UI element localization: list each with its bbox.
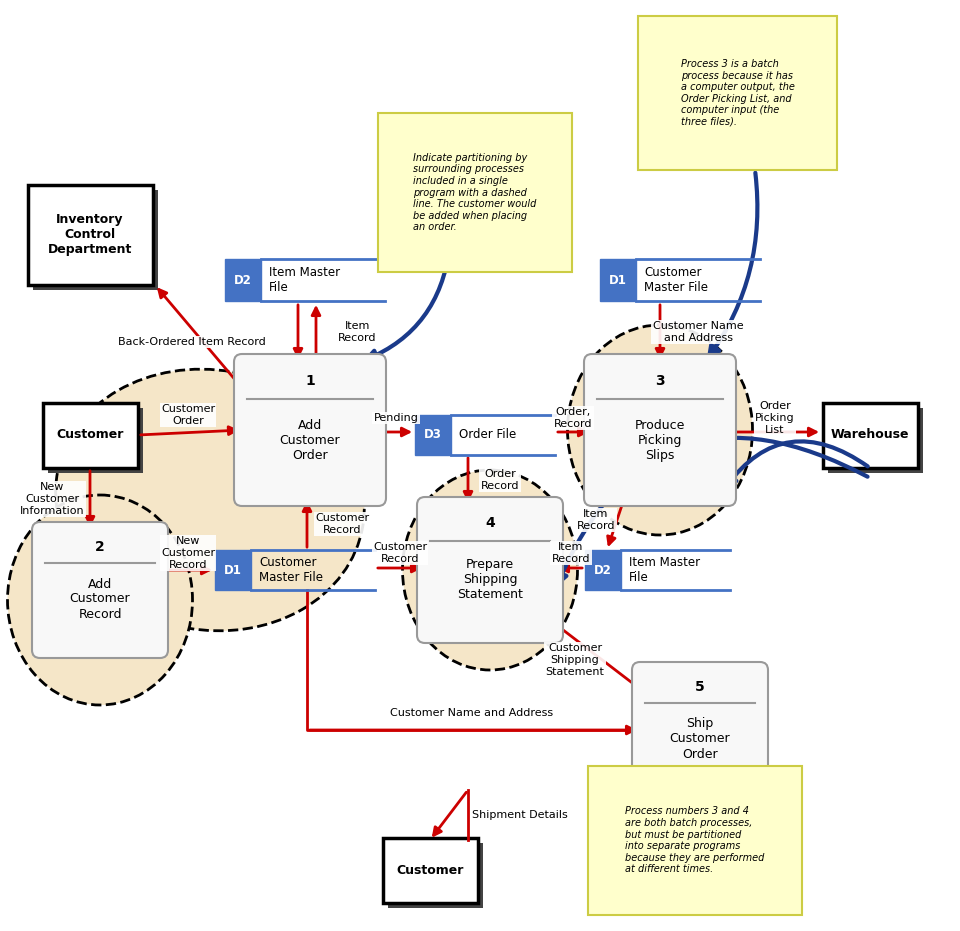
FancyBboxPatch shape: [215, 550, 251, 590]
FancyBboxPatch shape: [28, 185, 153, 285]
Text: Produce
Picking
Slips: Produce Picking Slips: [635, 419, 685, 462]
Text: Customer
Record: Customer Record: [315, 513, 369, 534]
FancyBboxPatch shape: [415, 415, 451, 455]
Text: Process 3 is a batch
process because it has
a computer output, the
Order Picking: Process 3 is a batch process because it …: [681, 59, 795, 127]
Ellipse shape: [402, 470, 578, 670]
Text: Customer
Master File: Customer Master File: [644, 266, 708, 294]
Text: Customer Name and Address: Customer Name and Address: [391, 708, 554, 718]
Text: New
Customer
Information: New Customer Information: [20, 482, 84, 516]
Text: Customer
Record: Customer Record: [372, 542, 427, 564]
Text: Ship
Customer
Order: Ship Customer Order: [670, 718, 731, 761]
FancyBboxPatch shape: [225, 259, 261, 301]
Text: Customer
Order: Customer Order: [161, 404, 215, 425]
Text: Customer Name
and Address: Customer Name and Address: [653, 321, 743, 343]
FancyBboxPatch shape: [828, 408, 923, 473]
Text: Add
Customer
Order: Add Customer Order: [279, 419, 340, 462]
FancyBboxPatch shape: [378, 113, 572, 272]
FancyBboxPatch shape: [632, 662, 768, 798]
Text: D1: D1: [609, 274, 627, 287]
FancyBboxPatch shape: [388, 843, 483, 908]
Ellipse shape: [56, 370, 364, 631]
Text: Item Master
File: Item Master File: [629, 556, 700, 584]
FancyBboxPatch shape: [382, 838, 477, 902]
Text: 4: 4: [485, 516, 494, 530]
Text: Order File: Order File: [459, 428, 516, 441]
Text: Customer
Shipping
Statement: Customer Shipping Statement: [545, 643, 605, 677]
FancyBboxPatch shape: [234, 354, 386, 506]
Text: 2: 2: [95, 540, 105, 554]
FancyBboxPatch shape: [600, 259, 636, 301]
Text: Add
Customer
Record: Add Customer Record: [70, 577, 131, 620]
FancyBboxPatch shape: [588, 766, 802, 915]
Text: D2: D2: [234, 274, 252, 287]
Text: Indicate partitioning by
surrounding processes
included in a single
program with: Indicate partitioning by surrounding pro…: [414, 153, 537, 233]
FancyBboxPatch shape: [585, 550, 621, 590]
Text: Order
Picking
List: Order Picking List: [756, 401, 795, 435]
FancyBboxPatch shape: [47, 408, 142, 473]
FancyBboxPatch shape: [42, 402, 137, 467]
Text: 5: 5: [695, 680, 705, 694]
Text: Process numbers 3 and 4
are both batch processes,
but must be partitioned
into s: Process numbers 3 and 4 are both batch p…: [625, 806, 765, 874]
Text: New
Customer
Record: New Customer Record: [161, 536, 215, 570]
Text: D3: D3: [424, 428, 442, 441]
Text: Back-Ordered Item Record: Back-Ordered Item Record: [118, 337, 266, 347]
FancyBboxPatch shape: [638, 16, 837, 170]
Text: Item
Record: Item Record: [552, 542, 590, 564]
Text: Pending: Pending: [373, 413, 419, 423]
Text: Order,
Record: Order, Record: [554, 407, 592, 429]
Text: Item Master
File: Item Master File: [269, 266, 340, 294]
Text: Customer: Customer: [57, 428, 124, 441]
FancyBboxPatch shape: [584, 354, 736, 506]
Text: Shipment Details: Shipment Details: [472, 810, 568, 820]
FancyBboxPatch shape: [32, 522, 168, 658]
Text: 3: 3: [655, 374, 665, 388]
Text: Customer: Customer: [396, 863, 464, 876]
Text: Inventory
Control
Department: Inventory Control Department: [48, 213, 132, 257]
Text: D1: D1: [224, 563, 242, 576]
Text: Prepare
Shipping
Statement: Prepare Shipping Statement: [457, 559, 523, 601]
FancyBboxPatch shape: [823, 402, 918, 467]
Text: Item
Record: Item Record: [338, 321, 376, 343]
Ellipse shape: [567, 325, 753, 535]
FancyBboxPatch shape: [417, 497, 563, 643]
Text: Order
Record: Order Record: [481, 469, 519, 491]
Text: Warehouse: Warehouse: [830, 428, 909, 441]
Text: Customer
Master File: Customer Master File: [259, 556, 323, 584]
Text: D2: D2: [594, 563, 612, 576]
Ellipse shape: [8, 495, 193, 705]
FancyBboxPatch shape: [33, 190, 157, 290]
Text: Item
Record: Item Record: [577, 509, 615, 531]
Text: 1: 1: [305, 374, 315, 388]
